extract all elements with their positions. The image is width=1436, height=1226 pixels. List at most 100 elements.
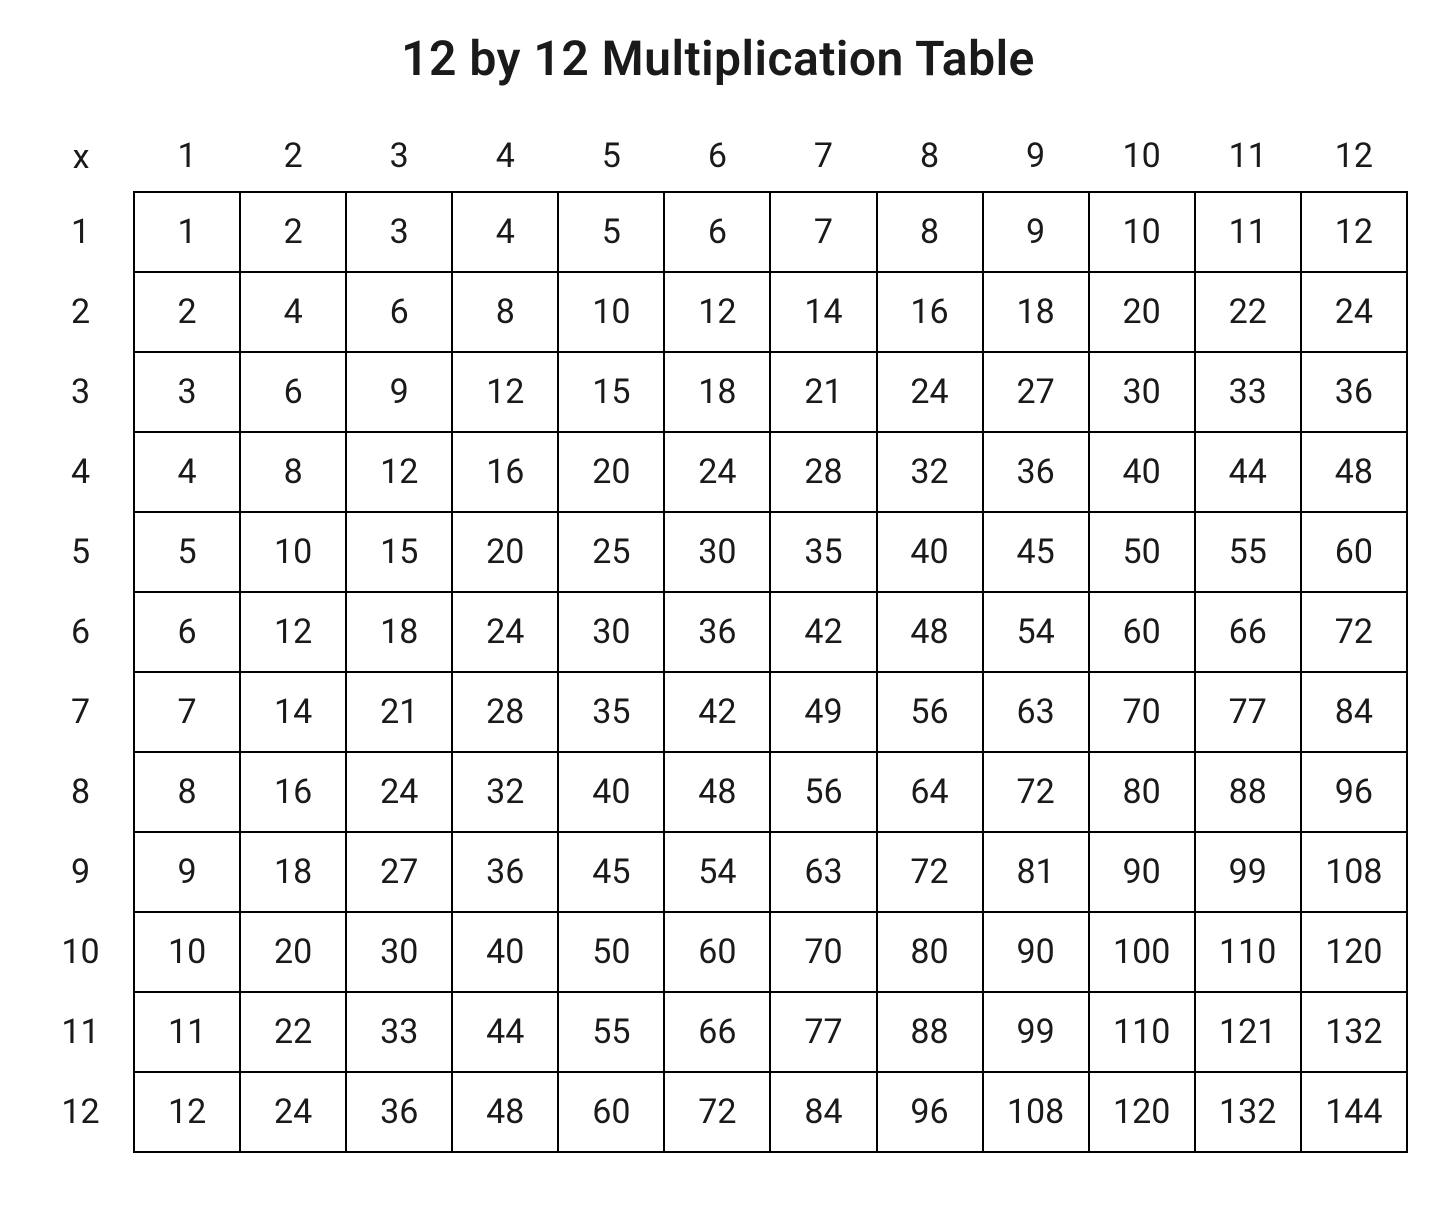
cell: 120 <box>1089 1072 1195 1152</box>
cell: 10 <box>558 272 664 352</box>
cell: 33 <box>346 992 452 1072</box>
col-header: 2 <box>240 121 346 192</box>
cell: 32 <box>877 432 983 512</box>
cell: 44 <box>1195 432 1301 512</box>
table-row: 3 3 6 9 12 15 18 21 24 27 30 33 36 <box>28 352 1407 432</box>
cell: 7 <box>134 672 240 752</box>
table-row: 6 6 12 18 24 30 36 42 48 54 60 66 72 <box>28 592 1407 672</box>
table-row: 5 5 10 15 20 25 30 35 40 45 50 55 60 <box>28 512 1407 592</box>
cell: 20 <box>1089 272 1195 352</box>
row-header: 3 <box>28 352 134 432</box>
cell: 36 <box>452 832 558 912</box>
cell: 40 <box>877 512 983 592</box>
cell: 70 <box>1089 672 1195 752</box>
col-header: 6 <box>664 121 770 192</box>
cell: 40 <box>1089 432 1195 512</box>
cell: 22 <box>1195 272 1301 352</box>
cell: 16 <box>452 432 558 512</box>
cell: 70 <box>770 912 876 992</box>
cell: 28 <box>770 432 876 512</box>
cell: 90 <box>1089 832 1195 912</box>
cell: 60 <box>1089 592 1195 672</box>
page: 12 by 12 Multiplication Table x 1 2 3 4 … <box>0 0 1436 1193</box>
cell: 108 <box>1301 832 1407 912</box>
cell: 12 <box>240 592 346 672</box>
cell: 27 <box>346 832 452 912</box>
col-header: 10 <box>1089 121 1195 192</box>
cell: 40 <box>558 752 664 832</box>
cell: 42 <box>770 592 876 672</box>
cell: 55 <box>1195 512 1301 592</box>
col-header: 3 <box>346 121 452 192</box>
cell: 5 <box>134 512 240 592</box>
cell: 30 <box>346 912 452 992</box>
cell: 132 <box>1195 1072 1301 1152</box>
row-header: 5 <box>28 512 134 592</box>
cell: 77 <box>770 992 876 1072</box>
cell: 32 <box>452 752 558 832</box>
cell: 72 <box>1301 592 1407 672</box>
cell: 110 <box>1195 912 1301 992</box>
cell: 84 <box>770 1072 876 1152</box>
cell: 9 <box>983 192 1089 272</box>
table-row: 8 8 16 24 32 40 48 56 64 72 80 88 96 <box>28 752 1407 832</box>
cell: 49 <box>770 672 876 752</box>
table-row: 2 2 4 6 8 10 12 14 16 18 20 22 24 <box>28 272 1407 352</box>
cell: 15 <box>346 512 452 592</box>
cell: 30 <box>558 592 664 672</box>
cell: 36 <box>664 592 770 672</box>
cell: 80 <box>1089 752 1195 832</box>
cell: 24 <box>452 592 558 672</box>
table-row: 4 4 8 12 16 20 24 28 32 36 40 44 48 <box>28 432 1407 512</box>
cell: 72 <box>877 832 983 912</box>
cell: 36 <box>983 432 1089 512</box>
cell: 48 <box>1301 432 1407 512</box>
cell: 22 <box>240 992 346 1072</box>
cell: 8 <box>134 752 240 832</box>
cell: 18 <box>664 352 770 432</box>
corner-label: x <box>28 121 134 192</box>
cell: 35 <box>558 672 664 752</box>
row-header: 12 <box>28 1072 134 1152</box>
table-row: 9 9 18 27 36 45 54 63 72 81 90 99 108 <box>28 832 1407 912</box>
cell: 44 <box>452 992 558 1072</box>
cell: 50 <box>1089 512 1195 592</box>
cell: 12 <box>346 432 452 512</box>
row-header: 1 <box>28 192 134 272</box>
cell: 63 <box>983 672 1089 752</box>
cell: 72 <box>664 1072 770 1152</box>
cell: 40 <box>452 912 558 992</box>
cell: 11 <box>134 992 240 1072</box>
cell: 8 <box>877 192 983 272</box>
cell: 48 <box>877 592 983 672</box>
cell: 24 <box>877 352 983 432</box>
cell: 4 <box>240 272 346 352</box>
multiplication-table: x 1 2 3 4 5 6 7 8 9 10 11 12 1 1 2 3 4 5… <box>28 121 1408 1153</box>
col-header: 12 <box>1301 121 1407 192</box>
cell: 20 <box>558 432 664 512</box>
row-header: 7 <box>28 672 134 752</box>
col-header: 9 <box>983 121 1089 192</box>
cell: 21 <box>346 672 452 752</box>
cell: 56 <box>770 752 876 832</box>
cell: 4 <box>452 192 558 272</box>
cell: 20 <box>452 512 558 592</box>
cell: 63 <box>770 832 876 912</box>
cell: 60 <box>664 912 770 992</box>
cell: 30 <box>1089 352 1195 432</box>
row-header: 6 <box>28 592 134 672</box>
cell: 55 <box>558 992 664 1072</box>
cell: 12 <box>452 352 558 432</box>
cell: 5 <box>558 192 664 272</box>
cell: 96 <box>877 1072 983 1152</box>
cell: 56 <box>877 672 983 752</box>
cell: 24 <box>346 752 452 832</box>
cell: 10 <box>134 912 240 992</box>
cell: 10 <box>1089 192 1195 272</box>
cell: 2 <box>134 272 240 352</box>
cell: 144 <box>1301 1072 1407 1152</box>
cell: 11 <box>1195 192 1301 272</box>
cell: 30 <box>664 512 770 592</box>
col-header: 8 <box>877 121 983 192</box>
cell: 7 <box>770 192 876 272</box>
